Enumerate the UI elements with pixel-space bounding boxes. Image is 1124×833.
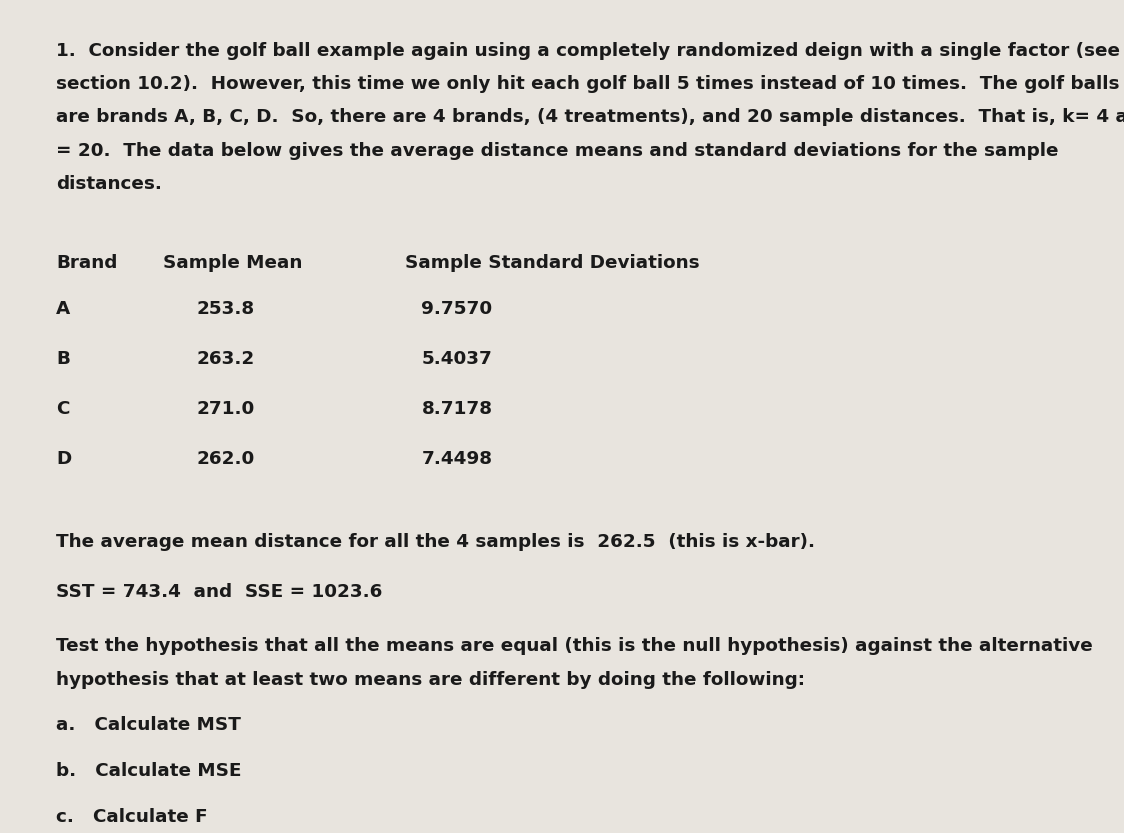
Text: = 20.  The data below gives the average distance means and standard deviations f: = 20. The data below gives the average d… bbox=[56, 142, 1059, 160]
Text: b.   Calculate MSE: b. Calculate MSE bbox=[56, 762, 242, 781]
Text: 1.  Consider the golf ball example again using a completely randomized deign wit: 1. Consider the golf ball example again … bbox=[56, 42, 1121, 60]
Text: hypothesis that at least two means are different by doing the following:: hypothesis that at least two means are d… bbox=[56, 671, 805, 689]
Text: The average mean distance for all the 4 samples is  262.5  (this is x-bar).: The average mean distance for all the 4 … bbox=[56, 533, 815, 551]
Text: 263.2: 263.2 bbox=[197, 350, 255, 368]
Text: 7.4498: 7.4498 bbox=[422, 450, 492, 468]
Text: C: C bbox=[56, 400, 70, 418]
Text: Brand: Brand bbox=[56, 254, 118, 272]
Text: A: A bbox=[56, 300, 71, 318]
Text: D: D bbox=[56, 450, 72, 468]
Text: c.   Calculate F: c. Calculate F bbox=[56, 808, 208, 826]
Text: Sample Mean: Sample Mean bbox=[163, 254, 302, 272]
Text: 271.0: 271.0 bbox=[197, 400, 255, 418]
Text: Test the hypothesis that all the means are equal (this is the null hypothesis) a: Test the hypothesis that all the means a… bbox=[56, 637, 1093, 656]
Text: distances.: distances. bbox=[56, 175, 162, 193]
Text: a.   Calculate MST: a. Calculate MST bbox=[56, 716, 241, 735]
Text: 8.7178: 8.7178 bbox=[422, 400, 492, 418]
Text: 253.8: 253.8 bbox=[197, 300, 255, 318]
Text: 5.4037: 5.4037 bbox=[422, 350, 492, 368]
Text: B: B bbox=[56, 350, 70, 368]
Text: section 10.2).  However, this time we only hit each golf ball 5 times instead of: section 10.2). However, this time we onl… bbox=[56, 75, 1120, 93]
Text: 9.7570: 9.7570 bbox=[422, 300, 492, 318]
Text: 262.0: 262.0 bbox=[197, 450, 255, 468]
Text: Sample Standard Deviations: Sample Standard Deviations bbox=[405, 254, 699, 272]
Text: are brands A, B, C, D.  So, there are 4 brands, (4 treatments), and 20 sample di: are brands A, B, C, D. So, there are 4 b… bbox=[56, 108, 1124, 127]
Text: SST = 743.4  and  SSE = 1023.6: SST = 743.4 and SSE = 1023.6 bbox=[56, 583, 382, 601]
